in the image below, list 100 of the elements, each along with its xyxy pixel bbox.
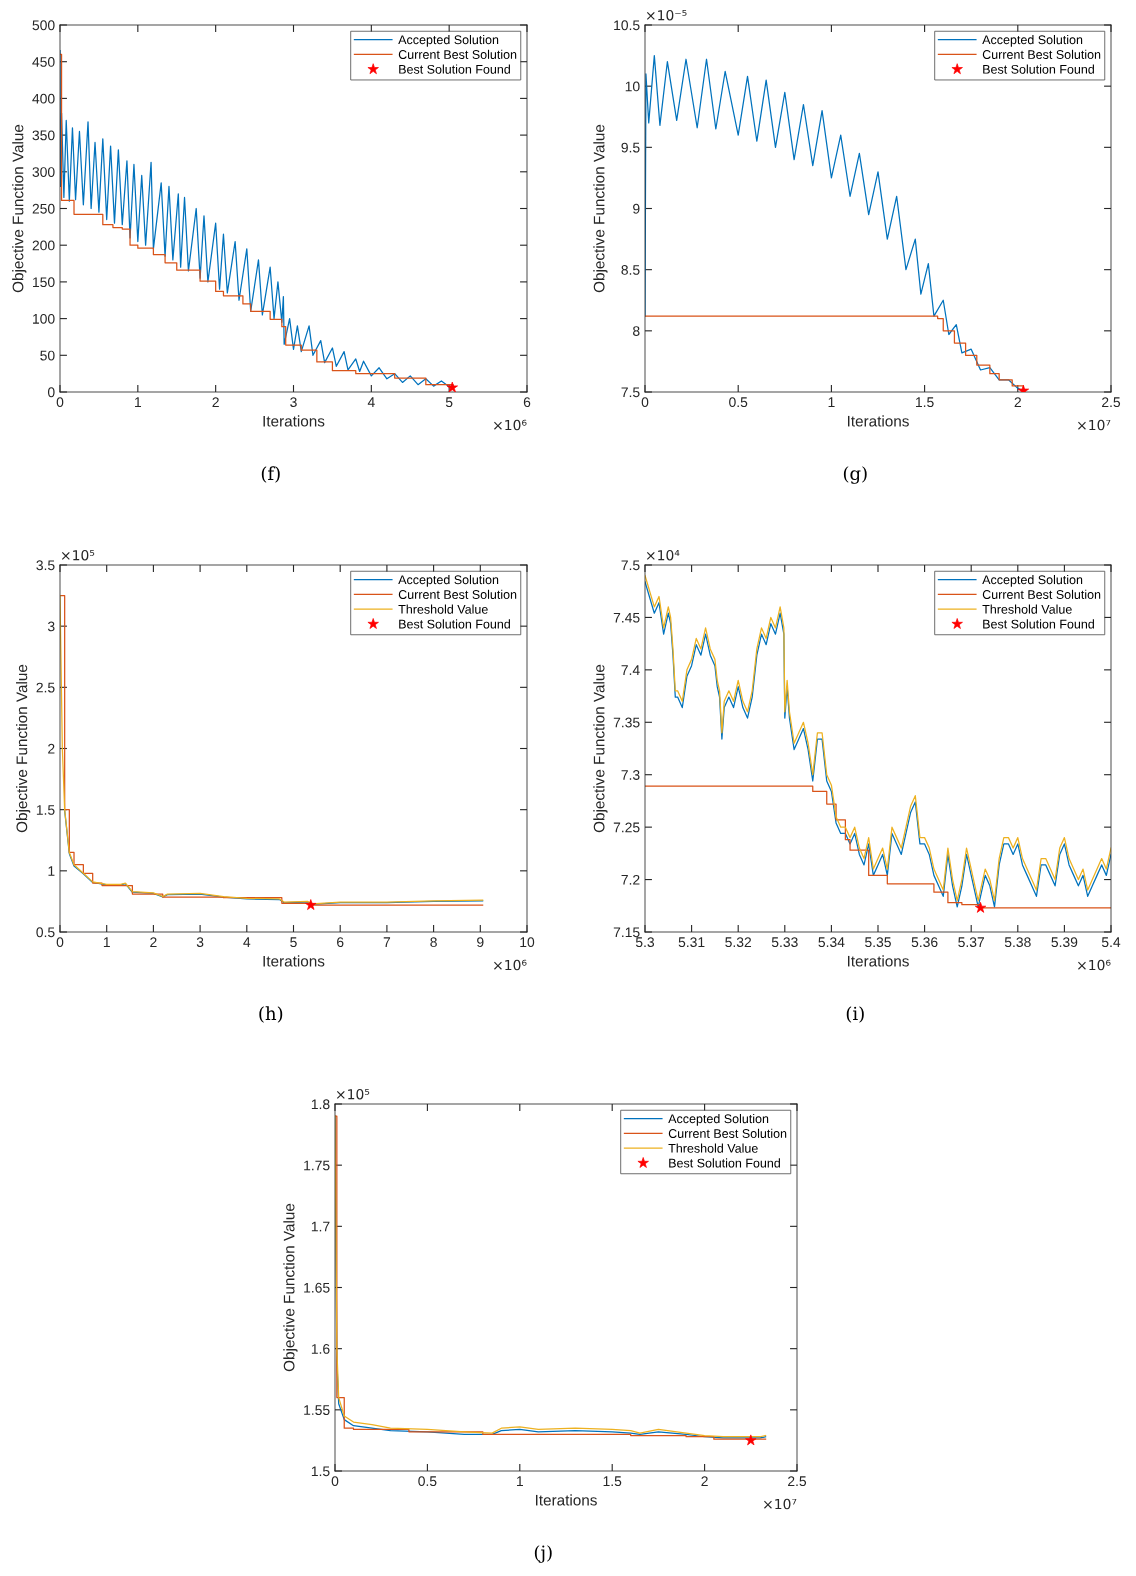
y-tick-label: 300 bbox=[32, 167, 55, 177]
y-tick-label: 150 bbox=[33, 277, 55, 288]
legend-label: Best Solution Found bbox=[983, 64, 1094, 74]
x-tick-label: 5.4 bbox=[1101, 937, 1121, 948]
x-tick-label: 5.3 bbox=[635, 937, 655, 948]
x-tick-label: 1 bbox=[828, 397, 835, 407]
y-tick-label: 0.5 bbox=[36, 927, 55, 938]
y-tick-label: 3.5 bbox=[36, 560, 55, 571]
y-tick-label: 9.5 bbox=[621, 142, 640, 153]
x-tick-label: 0 bbox=[331, 1476, 339, 1487]
x-tick-label: 5.32 bbox=[725, 937, 752, 948]
y-tick-label: 10.5 bbox=[614, 20, 640, 31]
x-tick-label: 0 bbox=[56, 937, 64, 948]
x-tick-label: 5.39 bbox=[1051, 937, 1078, 948]
text: (i) bbox=[846, 1006, 864, 1023]
y-tick-label: 200 bbox=[32, 240, 55, 251]
x-tick-label: 4 bbox=[243, 937, 251, 947]
x-tick-label: 2 bbox=[150, 937, 157, 947]
x-tick-label: 1 bbox=[135, 397, 142, 407]
y-axis-title: Objective Function Value bbox=[593, 124, 608, 293]
x-tick-label: 1 bbox=[103, 937, 110, 947]
y-tick-label: 2.5 bbox=[36, 682, 55, 693]
x-tick-label: 6 bbox=[337, 937, 344, 948]
y-tick-label: 500 bbox=[32, 20, 55, 31]
text: ×10⁻⁵ bbox=[646, 9, 687, 21]
x-tick-label: 5.34 bbox=[818, 937, 845, 948]
y-tick-label: 7.2 bbox=[621, 874, 640, 885]
text: (j) bbox=[534, 1545, 552, 1563]
legend-label: Threshold Value bbox=[982, 604, 1072, 614]
legend-label: Accepted Solution bbox=[398, 35, 499, 47]
x-tick-label: 5 bbox=[445, 397, 453, 408]
x-tick-label: 7 bbox=[383, 937, 391, 947]
x-tick-label: 3 bbox=[290, 397, 297, 408]
y-tick-label: 1.6 bbox=[311, 1344, 330, 1354]
legend-label: Current Best Solution bbox=[982, 49, 1101, 59]
legend-label: Current Best Solution bbox=[982, 589, 1101, 599]
x-axis-title: Iterations bbox=[535, 1494, 597, 1506]
text: ×10⁶ bbox=[1078, 959, 1111, 971]
y-tick-label: 450 bbox=[32, 57, 55, 67]
x-tick-label: 2 bbox=[1014, 397, 1021, 407]
legend-label: Accepted Solution bbox=[982, 35, 1083, 47]
y-tick-label: 400 bbox=[32, 93, 55, 104]
y-tick-label: 7.25 bbox=[613, 822, 640, 833]
x-tick-label: 0.5 bbox=[729, 397, 748, 408]
text: (f) bbox=[261, 466, 280, 483]
x-tick-label: 2.5 bbox=[1102, 397, 1121, 408]
x-tick-label: 5.37 bbox=[958, 937, 985, 948]
y-tick-label: 7.35 bbox=[613, 717, 640, 728]
text: (h) bbox=[259, 1006, 283, 1023]
x-tick-label: 5.36 bbox=[911, 937, 938, 948]
text: ×10⁴ bbox=[646, 549, 680, 561]
y-tick-label: 1.7 bbox=[311, 1221, 330, 1232]
x-tick-label: 5 bbox=[290, 937, 297, 948]
y-tick-label: 3 bbox=[47, 621, 55, 632]
y-tick-label: 10 bbox=[625, 81, 640, 92]
legend-label: Accepted Solution bbox=[668, 1114, 769, 1126]
y-tick-label: 0 bbox=[47, 387, 55, 398]
legend-label: Best Solution Found bbox=[983, 619, 1094, 629]
x-axis-title: Iterations bbox=[847, 955, 909, 967]
x-tick-label: 0 bbox=[56, 397, 64, 408]
y-tick-label: 8 bbox=[633, 326, 640, 336]
y-tick-label: 1.5 bbox=[36, 805, 55, 815]
y-tick-label: 7.5 bbox=[621, 560, 640, 571]
x-tick-label: 3 bbox=[196, 937, 204, 948]
y-tick-label: 7.15 bbox=[613, 927, 640, 938]
x-tick-label: 1.5 bbox=[603, 1476, 622, 1487]
text: ×10⁵ bbox=[336, 1088, 370, 1100]
text: ×10⁶ bbox=[494, 419, 527, 431]
x-tick-label: 1 bbox=[517, 1476, 523, 1486]
x-tick-label: 9 bbox=[477, 937, 484, 948]
legend-label: Threshold Value bbox=[668, 1143, 758, 1153]
text: ×10⁵ bbox=[61, 549, 95, 561]
text: ×10⁷ bbox=[1078, 419, 1111, 431]
x-tick-label: 10 bbox=[520, 937, 535, 948]
y-tick-label: 7.5 bbox=[621, 387, 640, 398]
y-tick-label: 2 bbox=[48, 743, 55, 754]
legend-label: Accepted Solution bbox=[398, 575, 499, 587]
x-tick-label: 4 bbox=[367, 397, 375, 407]
legend-label: Current Best Solution bbox=[398, 589, 517, 599]
x-tick-label: 2.5 bbox=[788, 1476, 807, 1487]
y-axis-title: Objective Function Value bbox=[593, 664, 608, 833]
legend-label: Best Solution Found bbox=[669, 1158, 780, 1168]
legend-label: Current Best Solution bbox=[398, 49, 517, 59]
x-tick-label: 2 bbox=[212, 397, 219, 407]
y-tick-label: 350 bbox=[32, 130, 55, 141]
x-tick-label: 5.35 bbox=[865, 937, 891, 948]
x-tick-label: 6 bbox=[523, 397, 531, 408]
y-tick-label: 7.4 bbox=[621, 665, 640, 675]
y-tick-label: 50 bbox=[40, 350, 55, 361]
legend-label: Current Best Solution bbox=[668, 1128, 787, 1138]
y-tick-label: 8.5 bbox=[621, 265, 640, 275]
y-tick-label: 9 bbox=[633, 203, 640, 214]
y-tick-label: 1.55 bbox=[304, 1405, 330, 1415]
y-axis-title: Objective Function Value bbox=[12, 124, 27, 293]
legend-label: Threshold Value bbox=[398, 604, 488, 614]
x-tick-label: 2 bbox=[701, 1476, 708, 1486]
y-tick-label: 7.3 bbox=[621, 770, 640, 780]
y-tick-label: 1.8 bbox=[311, 1099, 330, 1110]
y-tick-label: 100 bbox=[33, 313, 55, 324]
y-axis-title: Objective Function Value bbox=[283, 1203, 298, 1372]
